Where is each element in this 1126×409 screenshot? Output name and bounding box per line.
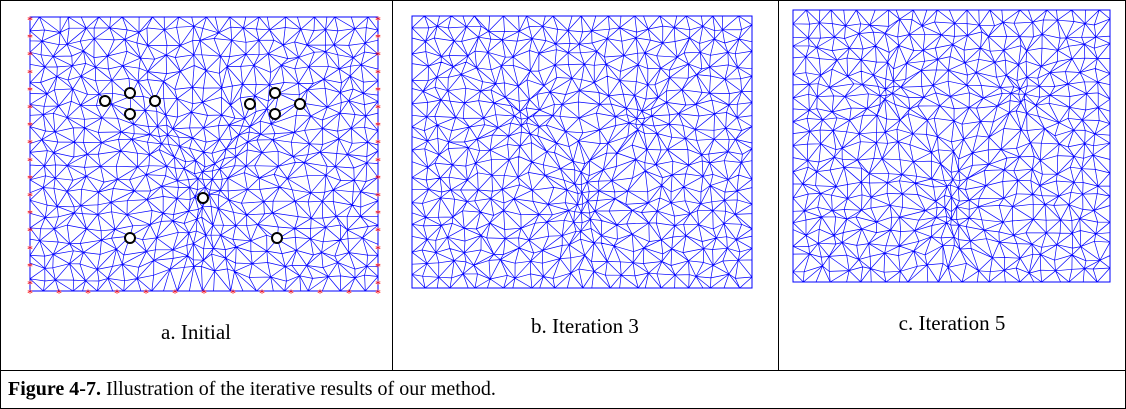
marker: *	[375, 31, 381, 45]
marker: *	[317, 286, 323, 300]
landmark	[245, 99, 255, 109]
marker: *	[375, 242, 381, 256]
marker: *	[375, 154, 381, 168]
marker: *	[27, 119, 33, 133]
landmark	[125, 233, 135, 243]
figure-art: * * * * * * * * * * * * * * * * * * * * * * * * * * * * * * * * * * * * * * * *…	[0, 0, 1126, 409]
mesh	[30, 17, 378, 291]
marker: *	[375, 259, 381, 273]
caption-text: Illustration of the iterative results of…	[106, 378, 496, 400]
marker: *	[288, 286, 294, 300]
marker: *	[375, 286, 381, 300]
landmark	[270, 109, 280, 119]
marker: *	[27, 259, 33, 273]
marker: *	[27, 66, 33, 80]
panel-label: b. Iteration 3	[392, 314, 778, 339]
marker: *	[27, 154, 33, 168]
marker: *	[375, 224, 381, 238]
landmark	[150, 96, 160, 106]
marker: *	[27, 286, 33, 300]
marker: *	[375, 48, 381, 62]
marker: *	[27, 242, 33, 256]
marker: *	[375, 136, 381, 150]
marker: *	[27, 83, 33, 97]
landmark	[272, 233, 282, 243]
caption: Figure 4-7. Illustration of the iterativ…	[8, 378, 496, 401]
marker: *	[259, 286, 265, 300]
panel-label: a. Initial	[0, 320, 392, 345]
landmark	[100, 96, 110, 106]
marker: *	[27, 13, 33, 27]
landmark	[125, 88, 135, 98]
marker: *	[27, 136, 33, 150]
landmark	[295, 99, 305, 109]
marker: *	[27, 101, 33, 115]
marker: *	[375, 171, 381, 185]
mesh	[412, 16, 752, 288]
marker: *	[230, 286, 236, 300]
marker: *	[27, 48, 33, 62]
landmark	[125, 109, 135, 119]
caption-number: Figure 4-7.	[8, 378, 101, 400]
landmark	[198, 193, 208, 203]
marker: *	[143, 286, 149, 300]
marker: *	[375, 83, 381, 97]
marker: *	[27, 224, 33, 238]
marker: *	[375, 13, 381, 27]
marker: *	[375, 66, 381, 80]
marker: *	[27, 207, 33, 221]
marker: *	[27, 171, 33, 185]
marker: *	[27, 189, 33, 203]
figure: * * * * * * * * * * * * * * * * * * * * * * * * * * * * * * * * * * * * * * * *…	[0, 0, 1126, 409]
marker: *	[375, 207, 381, 221]
marker: *	[114, 286, 120, 300]
marker: *	[375, 189, 381, 203]
landmark	[270, 88, 280, 98]
marker: *	[201, 286, 207, 300]
marker: *	[27, 31, 33, 45]
table-border	[1, 1, 1126, 409]
marker: *	[172, 286, 178, 300]
panel-label: c. Iteration 5	[778, 311, 1126, 336]
marker: *	[375, 101, 381, 115]
marker: *	[85, 286, 91, 300]
marker: *	[56, 286, 62, 300]
mesh	[793, 10, 1110, 282]
marker: *	[346, 286, 352, 300]
marker: *	[375, 119, 381, 133]
